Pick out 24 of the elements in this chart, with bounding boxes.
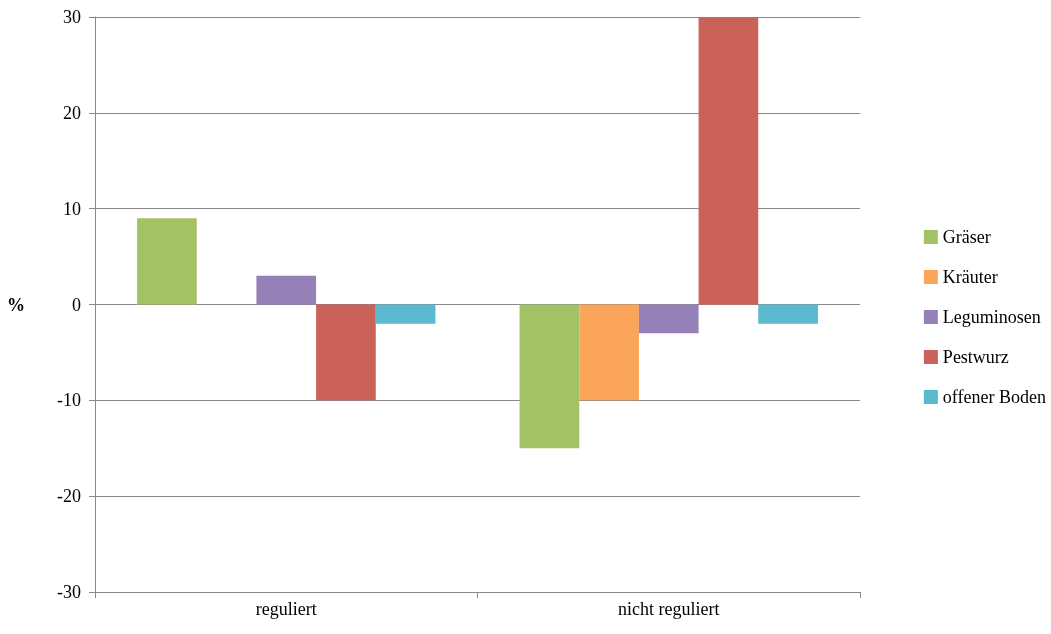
bar xyxy=(256,275,317,305)
bar xyxy=(638,304,699,334)
y-tick-label: -30 xyxy=(57,582,81,602)
y-tick-label: 20 xyxy=(63,102,81,123)
legend-label: offener Boden xyxy=(942,387,1047,407)
y-tick-label: 0 xyxy=(72,294,81,315)
y-axis-title: % xyxy=(7,294,25,315)
x-tick-label: reguliert xyxy=(255,599,317,619)
x-tick-label: nicht reguliert xyxy=(618,599,720,619)
bar xyxy=(758,304,818,324)
bar xyxy=(137,218,197,305)
bar xyxy=(375,304,436,324)
bar xyxy=(316,304,376,401)
bar xyxy=(698,17,759,305)
legend-label: Pestwurz xyxy=(942,347,1009,367)
bar xyxy=(519,304,580,449)
bar xyxy=(579,304,639,401)
legend-label: Leguminosen xyxy=(942,307,1041,327)
y-tick-label: 10 xyxy=(63,198,81,219)
legend-label: Gräser xyxy=(942,227,991,247)
y-tick-label: -20 xyxy=(57,486,81,507)
y-tick-label: 30 xyxy=(63,7,81,27)
y-tick-label: -10 xyxy=(57,390,81,411)
legend-label: Kräuter xyxy=(942,267,998,287)
